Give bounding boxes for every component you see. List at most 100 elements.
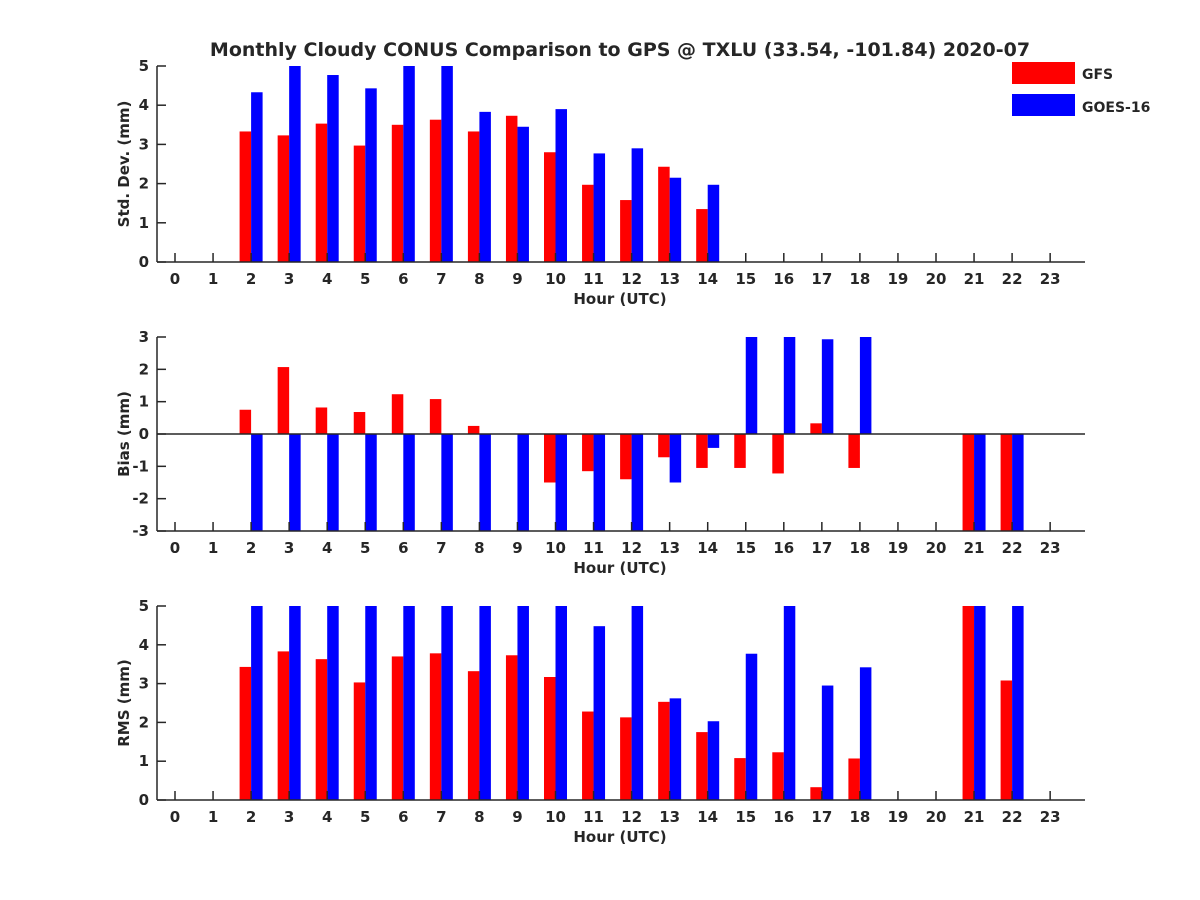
panel0-x-tick-label: 12 xyxy=(621,270,642,288)
panel0-x-tick-label: 5 xyxy=(360,270,370,288)
panel2-bar-gfs-h4 xyxy=(315,659,328,800)
panel1-bar-goes16-h15 xyxy=(745,337,758,434)
panel1-x-tick-label: 16 xyxy=(773,539,794,557)
panel2-x-tick-label: 1 xyxy=(208,808,218,826)
panel2-x-tick-label: 22 xyxy=(1002,808,1023,826)
panel2-bar-gfs-h3 xyxy=(277,651,290,800)
panel0-bar-goes16-h5 xyxy=(365,88,377,263)
panel0-y-tick-label: 1 xyxy=(139,214,149,232)
panel1-x-tick-label: 21 xyxy=(964,539,985,557)
panel0-bar-gfs-h11 xyxy=(582,184,594,262)
panel1-x-tick-label: 22 xyxy=(1002,539,1023,557)
panel0-bar-gfs-h3 xyxy=(277,135,290,262)
panel2-x-tick-label: 11 xyxy=(583,808,604,826)
panel2-bar-gfs-h17 xyxy=(810,787,822,800)
panel0-x-tick-label: 16 xyxy=(773,270,794,288)
panel2-y-tick-label: 4 xyxy=(139,636,149,654)
panel2-bar-goes16-h12 xyxy=(631,606,644,800)
panel1-bar-goes16-h21 xyxy=(974,434,986,531)
panel0-y-tick-label: 4 xyxy=(139,96,149,114)
panel2-bar-goes16-h18 xyxy=(859,667,872,800)
panel2-x-tick-label: 20 xyxy=(926,808,947,826)
panel2-bar-gfs-h14 xyxy=(696,732,708,800)
panel1-bar-goes16-h22 xyxy=(1012,434,1024,531)
panel1-bar-goes16-h5 xyxy=(365,434,377,531)
panel1-bar-gfs-h4 xyxy=(315,407,328,434)
panel2-bar-goes16-h6 xyxy=(403,606,415,800)
panel1-bar-gfs-h16 xyxy=(772,434,784,474)
panel1-x-tick-label: 20 xyxy=(926,539,947,557)
panel2-bar-gfs-h18 xyxy=(848,758,860,800)
panel2-x-tick-label: 2 xyxy=(246,808,256,826)
panel2-y-tick-label: 0 xyxy=(139,791,149,809)
panel1-bar-gfs-h3 xyxy=(277,367,290,434)
panel2-x-tick-label: 17 xyxy=(811,808,832,826)
panel2-x-tick-label: 3 xyxy=(284,808,294,826)
panel1-bar-gfs-h12 xyxy=(620,434,632,480)
panel2-bar-goes16-h21 xyxy=(974,606,986,800)
panel2-x-tick-label: 4 xyxy=(322,808,332,826)
panel0-bar-gfs-h10 xyxy=(544,152,556,262)
panel1-bar-goes16-h7 xyxy=(441,434,453,531)
panel2-bar-gfs-h16 xyxy=(772,752,784,800)
legend-swatch-goes16 xyxy=(1012,94,1075,116)
panel1-x-tick-label: 19 xyxy=(888,539,909,557)
panel1-bar-gfs-h21 xyxy=(962,434,975,531)
panel0-x-axis-label: Hour (UTC) xyxy=(573,290,666,308)
panel0-x-tick-label: 8 xyxy=(474,270,484,288)
panel2-bar-goes16-h15 xyxy=(745,653,758,800)
panel2-bar-gfs-h8 xyxy=(467,671,480,800)
panel1-bar-goes16-h10 xyxy=(555,434,567,531)
panel1-x-tick-label: 17 xyxy=(811,539,832,557)
panel0-bar-goes16-h4 xyxy=(327,75,339,263)
panel2-bar-gfs-h2 xyxy=(239,666,252,800)
panel1-bar-goes16-h14 xyxy=(707,434,720,448)
panel1-x-tick-label: 9 xyxy=(512,539,522,557)
panel0-bar-gfs-h6 xyxy=(391,124,404,262)
panel0-bar-gfs-h5 xyxy=(353,145,366,262)
panel0-x-tick-label: 13 xyxy=(659,270,680,288)
panel2-bar-gfs-h12 xyxy=(620,717,632,800)
panel1-bar-gfs-h13 xyxy=(658,434,670,458)
panel2-x-tick-label: 10 xyxy=(545,808,566,826)
panel1-y-tick-label: -2 xyxy=(132,490,149,508)
panel0-bar-gfs-h8 xyxy=(467,131,480,262)
panel2-y-tick-label: 5 xyxy=(139,597,149,615)
panel1-bar-gfs-h2 xyxy=(239,409,252,434)
panel2-x-tick-label: 13 xyxy=(659,808,680,826)
panel0-x-tick-label: 11 xyxy=(583,270,604,288)
panel2-bar-goes16-h16 xyxy=(783,606,796,800)
panel1-bar-goes16-h9 xyxy=(517,434,529,531)
panel0-x-tick-label: 19 xyxy=(888,270,909,288)
panel0-bar-gfs-h13 xyxy=(658,166,670,262)
panel2-x-tick-label: 23 xyxy=(1040,808,1061,826)
panel2-bar-goes16-h14 xyxy=(707,721,720,800)
panel0-bar-goes16-h7 xyxy=(441,66,453,262)
legend-label-gfs: GFS xyxy=(1082,67,1113,83)
panel1-x-tick-label: 11 xyxy=(583,539,604,557)
panel0-bar-goes16-h6 xyxy=(403,66,415,262)
panel2-bar-gfs-h7 xyxy=(429,653,442,800)
panel2-bar-gfs-h22 xyxy=(1000,680,1013,800)
panel1-y-tick-label: -3 xyxy=(132,522,149,540)
panel0-x-tick-label: 18 xyxy=(849,270,870,288)
panel0-x-tick-label: 6 xyxy=(398,270,408,288)
panel0-y-axis-label: Std. Dev. (mm) xyxy=(115,101,133,228)
panel2-bar-gfs-h9 xyxy=(505,655,518,800)
panel1-x-tick-label: 8 xyxy=(474,539,484,557)
panel0-x-tick-label: 22 xyxy=(1002,270,1023,288)
panel0-bar-gfs-h2 xyxy=(239,131,252,262)
panel0-x-tick-label: 21 xyxy=(964,270,985,288)
panel0-bar-goes16-h13 xyxy=(669,177,682,262)
panel1-x-tick-label: 13 xyxy=(659,539,680,557)
panel0-bar-gfs-h7 xyxy=(429,119,442,262)
panel1-bar-goes16-h8 xyxy=(479,434,491,531)
legend-swatch-gfs xyxy=(1012,62,1075,84)
panel0-x-tick-label: 9 xyxy=(512,270,522,288)
panel0-x-tick-label: 17 xyxy=(811,270,832,288)
panel2-y-tick-label: 3 xyxy=(139,675,149,693)
panel1-bar-goes16-h11 xyxy=(593,434,606,531)
panel2-y-tick-label: 2 xyxy=(139,713,149,731)
